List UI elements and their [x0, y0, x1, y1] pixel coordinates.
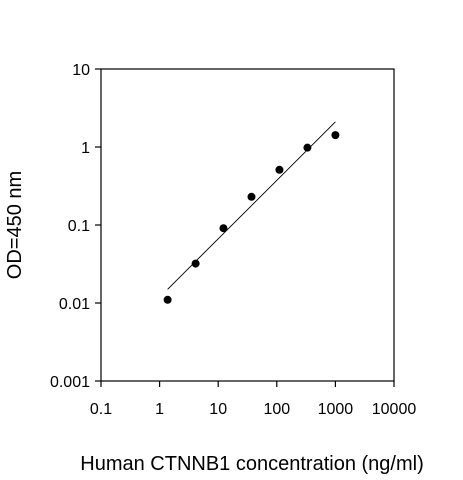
plot-frame	[100, 68, 395, 382]
data-point	[303, 143, 312, 152]
x-axis-ticks	[100, 381, 395, 387]
y-tick-label: 0.1	[68, 218, 90, 235]
y-axis-ticks	[95, 68, 101, 382]
x-axis-label: Human CTNNB1 concentration (ng/ml)	[80, 453, 423, 475]
x-tick-label: 100	[263, 401, 290, 418]
data-point	[191, 259, 200, 268]
x-tick-label: 0.1	[90, 401, 112, 418]
data-point	[247, 192, 256, 201]
data-point	[219, 224, 228, 233]
y-tick-label: 0.01	[59, 296, 90, 313]
y-axis-label: OD=450 nm	[4, 171, 26, 279]
x-tick-label: 10	[209, 401, 227, 418]
y-tick-label: 1	[81, 140, 90, 157]
x-tick-label: 1000	[318, 401, 354, 418]
y-axis-tick-labels: 0.001 0.01 0.1 1 10	[50, 62, 90, 391]
x-axis-tick-labels: 0.1 1 10 100 1000 10000	[90, 401, 416, 418]
y-tick-label: 0.001	[50, 374, 90, 391]
data-point	[331, 131, 340, 140]
x-tick-label: 10000	[372, 401, 417, 418]
plot-border	[100, 68, 395, 382]
y-tick-label: 10	[72, 62, 90, 79]
data-point	[275, 165, 284, 174]
x-tick-label: 1	[155, 401, 164, 418]
data-point	[163, 295, 172, 304]
data-points	[163, 131, 340, 304]
